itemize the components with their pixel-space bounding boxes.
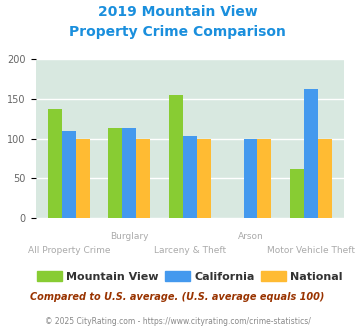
Bar [169,95,183,218]
Bar [76,139,90,218]
Text: 2019 Mountain View: 2019 Mountain View [98,5,257,19]
Bar [109,128,122,218]
Bar [48,109,62,218]
Text: All Property Crime: All Property Crime [28,246,110,254]
Text: Arson: Arson [237,232,263,241]
Bar [136,139,150,218]
Text: Motor Vehicle Theft: Motor Vehicle Theft [267,246,355,254]
Text: Larceny & Theft: Larceny & Theft [154,246,226,254]
Bar [183,136,197,218]
Text: © 2025 CityRating.com - https://www.cityrating.com/crime-statistics/: © 2025 CityRating.com - https://www.city… [45,317,310,326]
Bar [318,139,332,218]
Text: Property Crime Comparison: Property Crime Comparison [69,25,286,39]
Bar [122,127,136,218]
Bar [244,139,257,218]
Bar [290,169,304,218]
Bar [304,89,318,218]
Bar [197,139,211,218]
Legend: Mountain View, California, National: Mountain View, California, National [33,266,347,286]
Bar [257,139,271,218]
Text: Compared to U.S. average. (U.S. average equals 100): Compared to U.S. average. (U.S. average … [30,292,325,302]
Bar [62,131,76,218]
Text: Burglary: Burglary [110,232,149,241]
